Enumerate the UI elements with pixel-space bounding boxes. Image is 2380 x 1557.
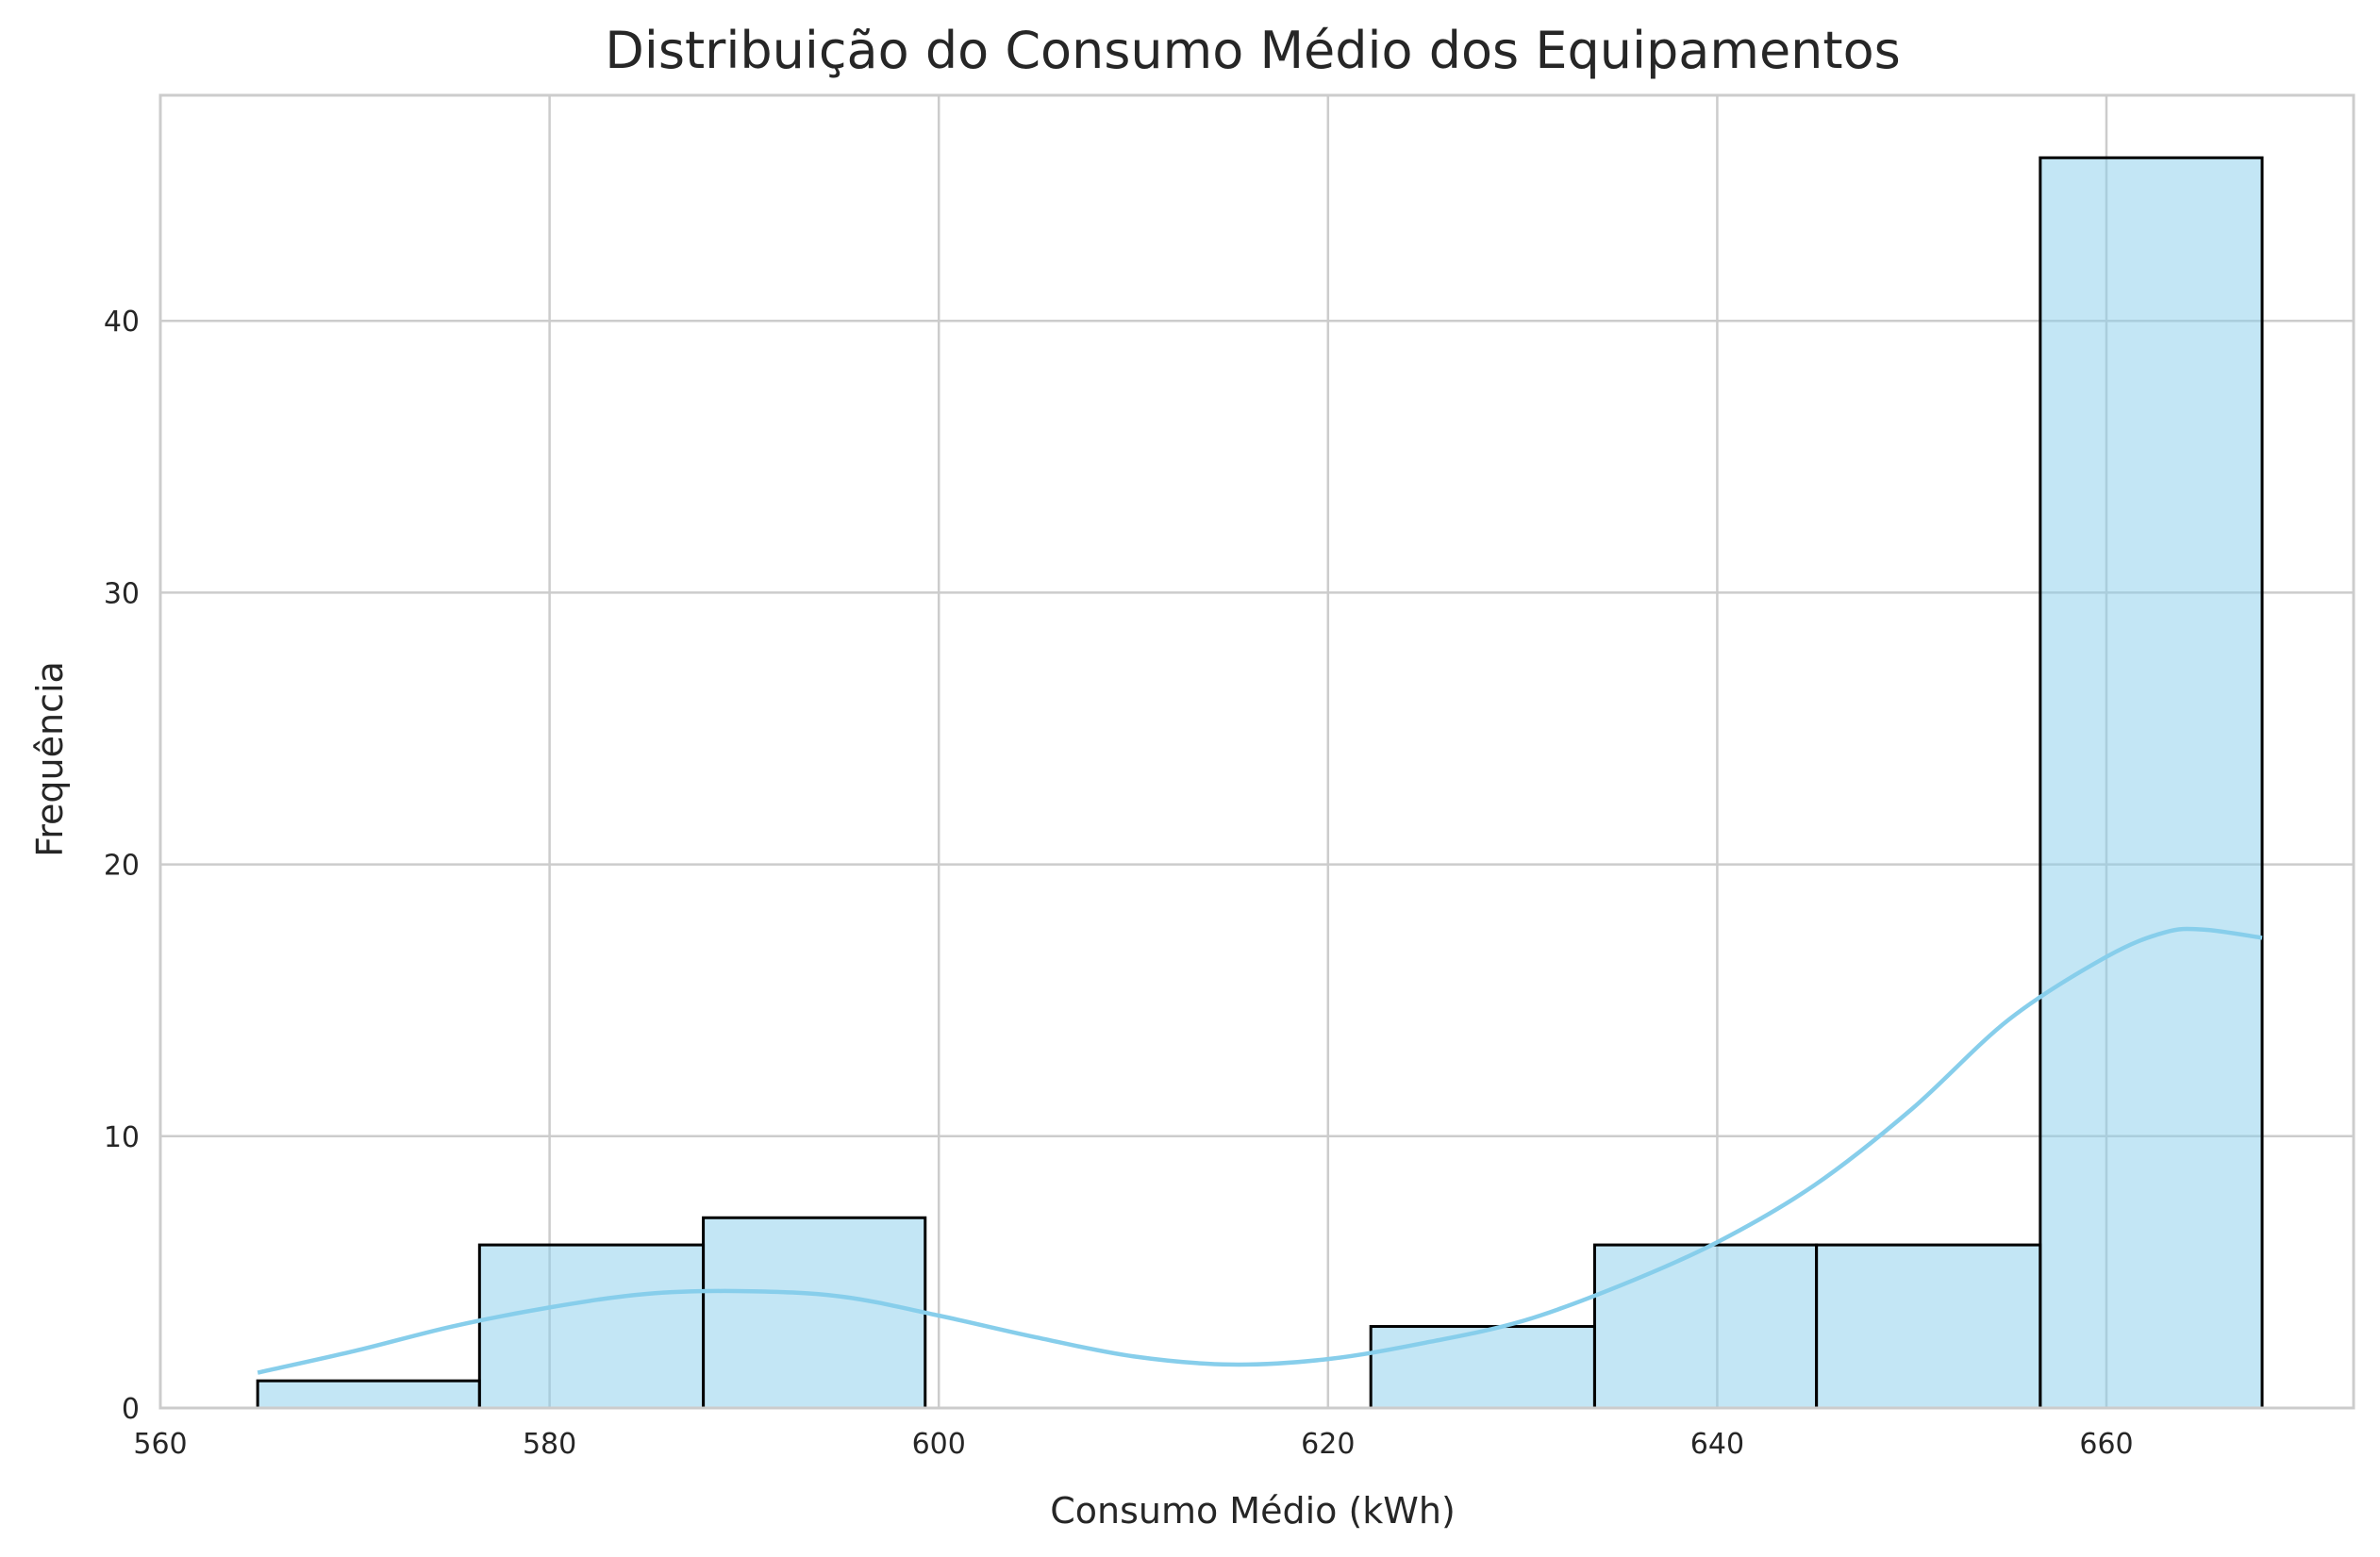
y-axis-ticks: 0 10 20 30 40 (104, 306, 140, 1426)
histogram-bar-2 (702, 1216, 927, 1410)
kde-curve (257, 926, 2263, 1375)
y-tick-label-0: 0 (122, 1393, 140, 1426)
x-tick-label-3: 620 (1301, 1428, 1355, 1461)
histogram-bar-5 (1369, 1325, 1596, 1410)
chart-title: Distribuição do Consumo Médio dos Equipa… (605, 21, 1901, 80)
y-tick-label-4: 40 (104, 306, 140, 339)
x-axis-label: Consumo Médio (kWh) (1050, 1490, 1456, 1532)
x-tick-label-5: 660 (2079, 1428, 2133, 1461)
histogram-bar-0 (256, 1379, 481, 1410)
x-tick-label-4: 640 (1690, 1428, 1744, 1461)
histogram-bar-8 (2039, 156, 2264, 1410)
gridlines (158, 95, 2354, 1410)
histogram-bars (256, 156, 2264, 1410)
y-tick-label-1: 10 (104, 1121, 140, 1154)
histogram-bar-1 (477, 1243, 706, 1410)
y-tick-label-2: 20 (104, 850, 140, 883)
y-axis-label: Frequência (29, 661, 71, 857)
y-tick-label-3: 30 (104, 577, 140, 610)
x-tick-label-0: 560 (133, 1428, 187, 1461)
x-tick-label-1: 580 (523, 1428, 576, 1461)
histogram-bar-6 (1592, 1243, 1819, 1410)
x-axis-ticks: 560 580 600 620 640 660 (133, 1428, 2133, 1461)
x-tick-label-2: 600 (912, 1428, 966, 1461)
plot-frame (158, 93, 2355, 1410)
histogram-bar-7 (1815, 1243, 2042, 1410)
